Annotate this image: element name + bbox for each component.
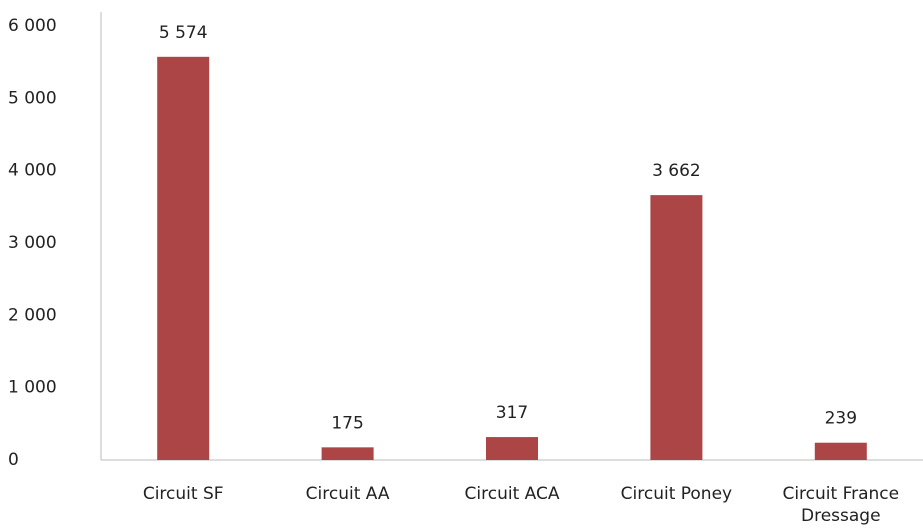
y-tick-label: 2 000 xyxy=(8,305,57,325)
bar xyxy=(157,56,210,461)
data-label: 175 xyxy=(331,413,363,433)
x-tick-label: Circuit SF xyxy=(142,484,224,504)
x-tick-label: Circuit AA xyxy=(305,484,390,504)
y-tick-label: 5 000 xyxy=(8,88,57,108)
data-label: 239 xyxy=(825,409,857,429)
x-tick-label: Circuit France Dressage xyxy=(782,484,900,526)
data-label: 317 xyxy=(496,403,528,423)
data-label: 3 662 xyxy=(652,161,701,181)
y-tick-label: 3 000 xyxy=(8,233,57,253)
bar xyxy=(486,437,538,460)
data-label: 5 574 xyxy=(159,23,208,43)
x-tick-label: Circuit Poney xyxy=(620,484,733,504)
y-tick-label: 0 xyxy=(8,450,19,470)
bar xyxy=(321,447,374,460)
y-tick-label: 6 000 xyxy=(8,16,57,36)
y-tick-label: 1 000 xyxy=(8,378,57,398)
x-tick-label: Circuit ACA xyxy=(464,484,560,504)
bar xyxy=(814,442,867,460)
bar xyxy=(650,195,703,460)
y-tick-label: 4 000 xyxy=(8,161,57,181)
